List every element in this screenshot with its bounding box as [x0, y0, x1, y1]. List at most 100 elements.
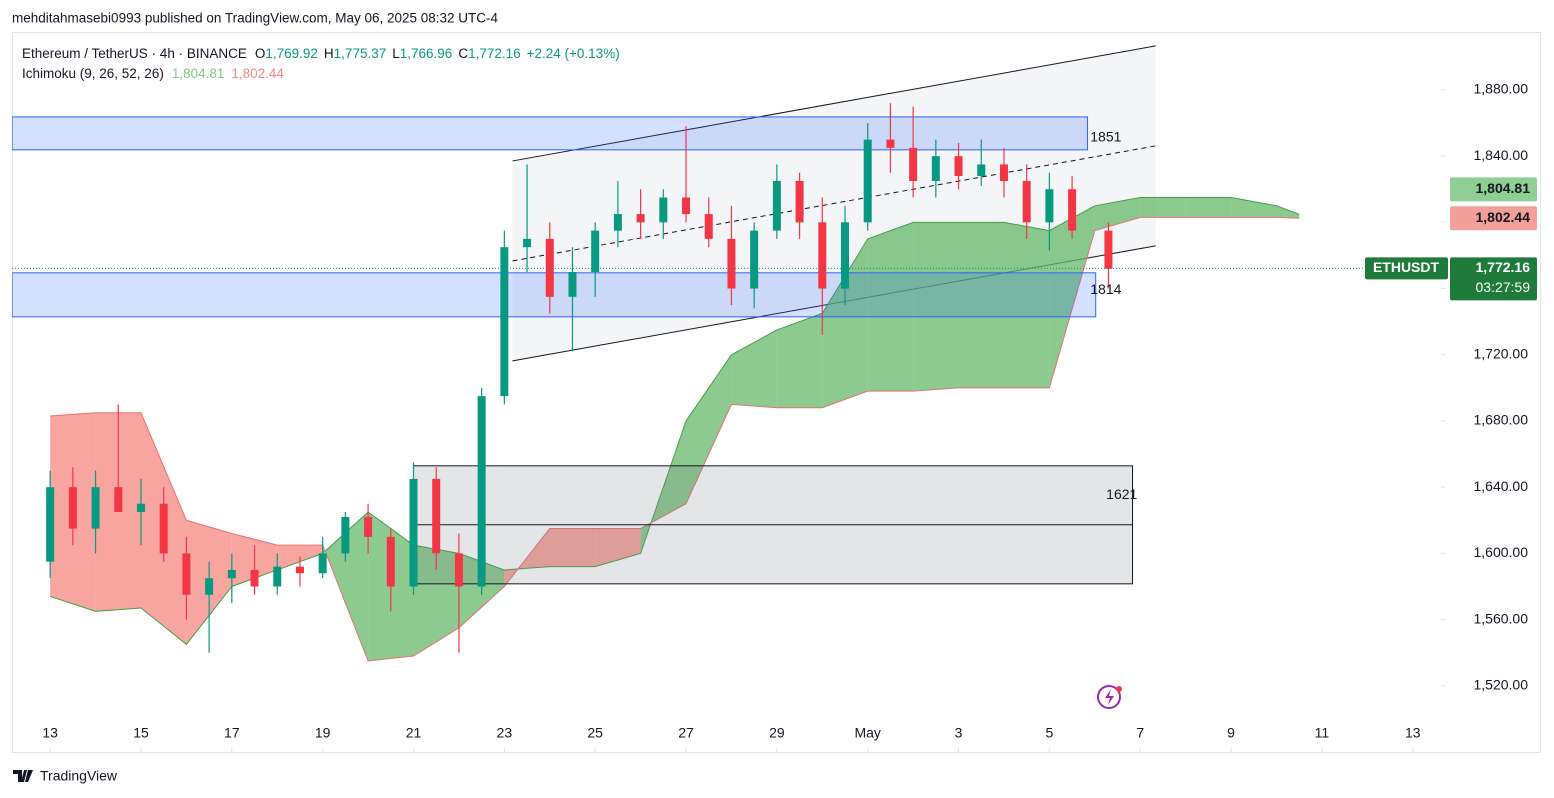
- o-label: O: [255, 46, 266, 61]
- price-tag: 1,772.16: [1476, 259, 1531, 275]
- candle-body: [954, 156, 963, 176]
- candle-body: [591, 230, 600, 272]
- candle-body: [46, 487, 55, 562]
- price-tag-bg: [1450, 257, 1537, 301]
- candle-body: [500, 247, 509, 397]
- candle-body: [999, 164, 1008, 181]
- candle-body: [295, 566, 304, 574]
- candle-body: [364, 516, 373, 537]
- cloud-segment: [1003, 222, 1050, 388]
- candle-body: [863, 139, 872, 223]
- candle-body: [1022, 180, 1031, 223]
- candle-body: [659, 197, 668, 223]
- y-tick-label: 1,840.00: [1474, 147, 1529, 163]
- indicator: Ichimoku (9, 26, 52, 26): [22, 66, 164, 81]
- candle-body: [545, 238, 554, 297]
- y-tick-label: 1,520.00: [1474, 676, 1529, 692]
- annotation: 1814: [1090, 281, 1121, 297]
- cloud-label: 1,804.81: [1476, 180, 1531, 196]
- candle-body: [409, 478, 418, 587]
- published-line: mehditahmasebi0993 published on TradingV…: [12, 11, 499, 26]
- candle-body: [91, 487, 100, 529]
- x-tick-label: 3: [955, 725, 963, 741]
- candle-body: [818, 222, 827, 289]
- cloud-segment: [958, 222, 1004, 388]
- candle-body: [454, 553, 463, 587]
- candle-body: [318, 553, 327, 574]
- candle-body: [1045, 189, 1054, 223]
- channel-middle: [512, 145, 1156, 262]
- candle-body: [341, 516, 350, 554]
- legend-line: Ethereum / TetherUS · 4h · BINANCE O1,769…: [22, 46, 620, 61]
- c-label: C: [458, 46, 468, 61]
- candle-body: [273, 566, 282, 587]
- y-tick-label: 1,560.00: [1474, 610, 1529, 626]
- footer: TradingView: [40, 768, 118, 784]
- countdown: 03:27:59: [1476, 279, 1531, 295]
- cloud-segment: [1094, 197, 1141, 231]
- cloud-span_b: [50, 216, 1300, 662]
- x-tick-label: 27: [678, 725, 694, 741]
- x-tick-label: 29: [769, 725, 785, 741]
- x-tick-label: 17: [224, 725, 240, 741]
- cloud-segment: [776, 313, 823, 408]
- cloud-segment: [731, 329, 777, 408]
- zone: [12, 116, 1089, 151]
- x-tick-label: 11: [1315, 725, 1330, 741]
- channel-upper: [512, 45, 1156, 162]
- cloud-label-bg: [1450, 177, 1537, 202]
- y-tick-label: 1,600.00: [1474, 544, 1529, 560]
- change: +2.24 (+0.13%): [527, 46, 620, 61]
- x-tick-label: 13: [42, 725, 58, 741]
- cloud-segment: [1049, 205, 1095, 388]
- y-tick-label: 1,640.00: [1474, 478, 1529, 494]
- cloud-span_a: [49, 197, 1300, 646]
- l-label: L: [392, 46, 400, 61]
- cloud-segment: [322, 512, 369, 661]
- candle-body: [613, 214, 622, 231]
- cloud-segment: [549, 528, 596, 567]
- h-value: 1,775.37: [334, 46, 387, 61]
- c-value: 1,772.16: [468, 46, 521, 61]
- symbol: Ethereum / TetherUS · 4h · BINANCE: [22, 46, 247, 61]
- cloud-segment: [686, 354, 732, 504]
- candle-body: [682, 197, 691, 215]
- l-value: 1,766.96: [400, 46, 453, 61]
- cloud-segment: [413, 545, 459, 656]
- x-tick-label: 7: [1136, 725, 1144, 741]
- candle-body: [68, 487, 77, 529]
- cloud-segment: [822, 238, 868, 408]
- x-tick-label: 13: [1405, 725, 1421, 741]
- candle-body: [795, 180, 804, 223]
- candle-body: [159, 503, 168, 554]
- candle-body: [182, 553, 191, 595]
- candle-body: [136, 503, 145, 512]
- candle-body: [1104, 230, 1113, 269]
- x-tick-label: 25: [587, 725, 603, 741]
- indicator-line: Ichimoku (9, 26, 52, 26) 1,804.81 1,802.44: [22, 66, 284, 81]
- indicator-a: 1,804.81: [172, 66, 224, 81]
- candle-body: [977, 164, 986, 176]
- indicator-b: 1,802.44: [231, 66, 284, 81]
- x-tick-label: 19: [315, 725, 331, 741]
- candle-body: [477, 396, 486, 587]
- candle-body: [931, 156, 940, 181]
- symbol-tag-bg: [1365, 257, 1448, 280]
- x-tick-label: 5: [1045, 725, 1053, 741]
- candle-body: [523, 238, 532, 248]
- cloud-segment: [1231, 197, 1277, 218]
- cloud-label-bg: [1450, 206, 1537, 231]
- candle-body: [1068, 189, 1077, 231]
- symbol-tag: ETHUSDT: [1373, 259, 1440, 275]
- cloud-segment: [867, 222, 914, 392]
- candle-body: [114, 487, 123, 512]
- y-tick-label: 1,720.00: [1474, 345, 1529, 361]
- candle-body: [704, 214, 713, 239]
- candle-body: [772, 180, 781, 231]
- candle-body: [841, 222, 849, 289]
- candle-body: [386, 536, 395, 587]
- cloud-label: 1,802.44: [1476, 209, 1531, 225]
- y-tick-label: 1,680.00: [1474, 412, 1529, 428]
- candle-body: [568, 272, 577, 297]
